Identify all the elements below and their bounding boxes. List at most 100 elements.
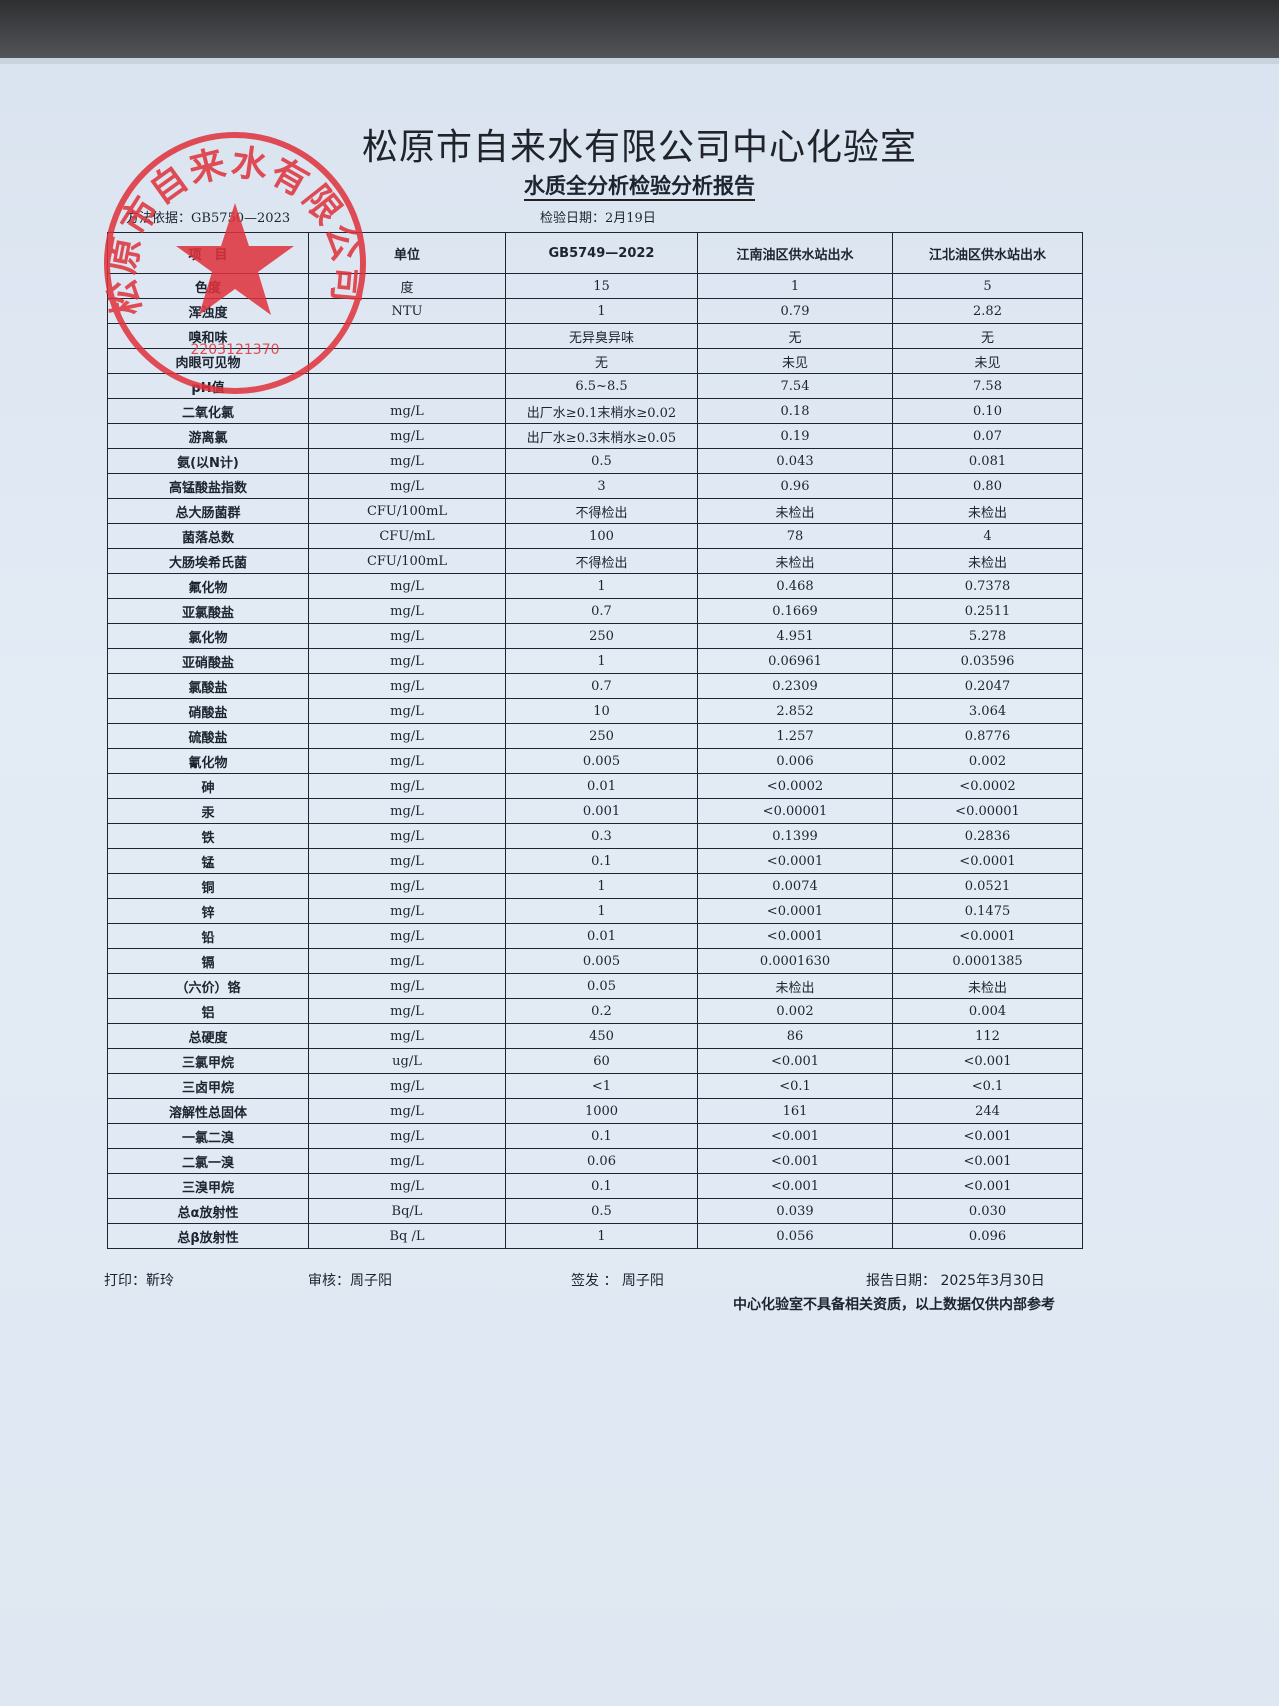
standard-limit: 1 [505,573,698,599]
report-subtitle: 水质全分析检验分析报告 [0,170,1279,201]
item-name: 镉 [107,948,309,974]
table-row: 溶解性总固体 mg/L 1000 161 244 [107,1098,1083,1124]
item-name: 菌落总数 [107,523,309,549]
item-name: 硝酸盐 [107,698,309,724]
standard-limit: 1 [505,898,698,924]
table-row: 三溴甲烷 mg/L 0.1 <0.001 <0.001 [107,1173,1083,1199]
jiangnan-value: <0.00001 [697,798,893,824]
standard-limit: 1 [505,873,698,899]
jiangbei-value: 未检出 [892,973,1083,999]
jiangnan-value: 7.54 [697,373,893,399]
standard-limit: 0.1 [505,1173,698,1199]
jiangnan-value: <0.0001 [697,848,893,874]
standard-limit: 0.01 [505,923,698,949]
unit: Bq/L [308,1198,506,1224]
unit: mg/L [308,873,506,899]
table-row: 三卤甲烷 mg/L <1 <0.1 <0.1 [107,1073,1083,1099]
table-row: 氨(以N计) mg/L 0.5 0.043 0.081 [107,448,1083,474]
standard-limit: 0.05 [505,973,698,999]
unit: mg/L [308,648,506,674]
table-row: 一氯二溴 mg/L 0.1 <0.001 <0.001 [107,1123,1083,1149]
unit: mg/L [308,398,506,424]
unit: mg/L [308,948,506,974]
photo-background-band [0,0,1279,64]
standard-limit: 0.005 [505,748,698,774]
item-name: 三溴甲烷 [107,1173,309,1199]
item-name: （六价）铬 [107,973,309,999]
item-name: 氯化物 [107,623,309,649]
table-row: 硫酸盐 mg/L 250 1.257 0.8776 [107,723,1083,749]
table-row: 铅 mg/L 0.01 <0.0001 <0.0001 [107,923,1083,949]
jiangbei-value: 7.58 [892,373,1083,399]
jiangnan-value: 4.951 [697,623,893,649]
jiangnan-value: 0.2309 [697,673,893,699]
jiangbei-value: 3.064 [892,698,1083,724]
jiangnan-value: 0.06961 [697,648,893,674]
unit: mg/L [308,998,506,1024]
unit: CFU/100mL [308,498,506,524]
jiangbei-value: 0.030 [892,1198,1083,1224]
item-name: 铝 [107,998,309,1024]
item-name: 总硬度 [107,1023,309,1049]
table-row: （六价）铬 mg/L 0.05 未检出 未检出 [107,973,1083,999]
jiangbei-value: 0.2511 [892,598,1083,624]
standard-limit: 1 [505,1223,698,1249]
unit: mg/L [308,748,506,774]
unit: mg/L [308,573,506,599]
table-row: 亚氯酸盐 mg/L 0.7 0.1669 0.2511 [107,598,1083,624]
table-row: 总β放射性 Bq /L 1 0.056 0.096 [107,1223,1083,1249]
unit: mg/L [308,1123,506,1149]
standard-limit: 不得检出 [505,498,698,524]
jiangnan-value: 0.0074 [697,873,893,899]
jiangbei-value: <0.001 [892,1148,1083,1174]
table-row: 铜 mg/L 1 0.0074 0.0521 [107,873,1083,899]
standard-limit: 0.5 [505,448,698,474]
svg-text:2203121370: 2203121370 [190,342,279,358]
jiangnan-value: <0.1 [697,1073,893,1099]
unit: mg/L [308,848,506,874]
item-name: 大肠埃希氏菌 [107,548,309,574]
jiangnan-value: 0.043 [697,448,893,474]
disclaimer: 中心化验室不具备相关资质，以上数据仅供内部参考 [733,1297,1055,1313]
table-row: 总硬度 mg/L 450 86 112 [107,1023,1083,1049]
item-name: 二氯一溴 [107,1148,309,1174]
item-name: 亚氯酸盐 [107,598,309,624]
jiangbei-value: <0.0002 [892,773,1083,799]
jiangnan-value: 2.852 [697,698,893,724]
standard-limit: 0.7 [505,673,698,699]
jiangnan-value: 0.79 [697,298,893,324]
jiangbei-value: <0.1 [892,1073,1083,1099]
column-header: 江北油区供水站出水 [892,232,1083,274]
table-row: 锌 mg/L 1 <0.0001 0.1475 [107,898,1083,924]
unit: mg/L [308,448,506,474]
jiangbei-value: 未检出 [892,548,1083,574]
table-row: 锰 mg/L 0.1 <0.0001 <0.0001 [107,848,1083,874]
standard-limit: 0.2 [505,998,698,1024]
jiangbei-value: 244 [892,1098,1083,1124]
jiangnan-value: 无 [697,323,893,349]
jiangnan-value: 0.002 [697,998,893,1024]
unit: mg/L [308,698,506,724]
table-row: 总大肠菌群 CFU/100mL 不得检出 未检出 未检出 [107,498,1083,524]
jiangbei-value: 112 [892,1023,1083,1049]
jiangbei-value: 0.0001385 [892,948,1083,974]
item-name: 铜 [107,873,309,899]
table-row: 浑浊度 NTU 1 0.79 2.82 [107,298,1083,324]
jiangnan-value: <0.001 [697,1123,893,1149]
item-name: 铁 [107,823,309,849]
jiangbei-value: <0.001 [892,1123,1083,1149]
standard-limit: 250 [505,723,698,749]
jiangbei-value: 0.0521 [892,873,1083,899]
document-title: 松原市自来水有限公司中心化验室 [361,127,917,168]
unit: CFU/mL [308,523,506,549]
unit [308,373,506,399]
unit: mg/L [308,423,506,449]
table-row: 汞 mg/L 0.001 <0.00001 <0.00001 [107,798,1083,824]
table-row: 二氧化氯 mg/L 出厂水≥0.1末梢水≥0.02 0.18 0.10 [107,398,1083,424]
column-header: 江南油区供水站出水 [697,232,893,274]
unit: mg/L [308,798,506,824]
item-name: 溶解性总固体 [107,1098,309,1124]
unit: mg/L [308,973,506,999]
unit: mg/L [308,1148,506,1174]
table-row: 三氯甲烷 ug/L 60 <0.001 <0.001 [107,1048,1083,1074]
